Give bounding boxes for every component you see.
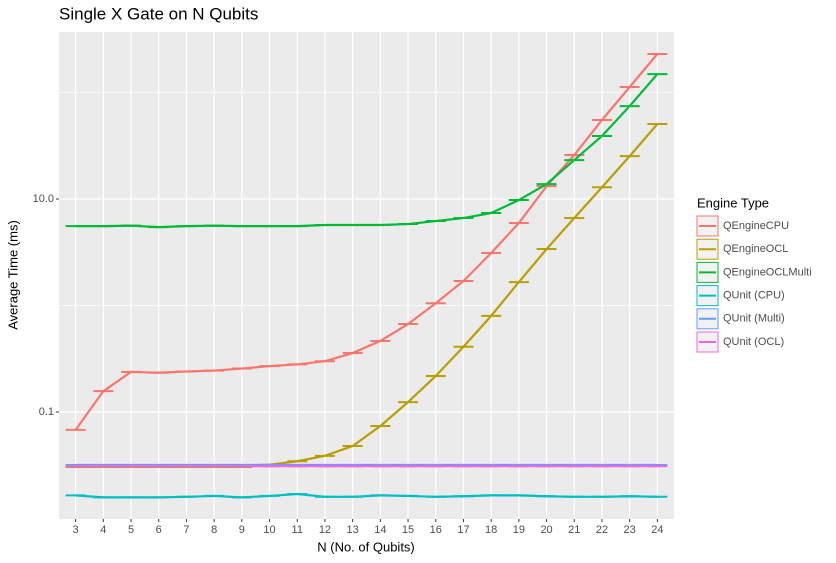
y-axis-label: Average Time (ms) (5, 220, 20, 330)
x-tick-label: 21 (568, 524, 580, 536)
series-line (74, 53, 659, 431)
x-tick-label: 8 (211, 524, 217, 536)
x-tick-label: 13 (347, 524, 359, 536)
y-tick-label: 10.0 (33, 193, 54, 205)
x-tick-label: 11 (292, 524, 303, 536)
x-tick-label: 14 (374, 524, 386, 536)
y-tick-label: 0.1 (39, 406, 54, 418)
x-tick-label: 3 (73, 524, 79, 536)
legend-label: QEngineCPU (723, 220, 789, 232)
legend-label: QEngineOCL (723, 243, 788, 255)
x-tick-label: 10 (263, 524, 275, 536)
x-tick-label: 9 (239, 524, 245, 536)
x-tick-label: 22 (596, 524, 608, 536)
x-tick-label: 7 (183, 524, 189, 536)
x-tick-label: 16 (430, 524, 442, 536)
legend-label: QUnit (OCL) (723, 336, 784, 348)
x-tick-label: 18 (485, 524, 497, 536)
x-axis-label: N (No. of Qubits) (317, 539, 415, 554)
legend-label: QUnit (CPU) (723, 290, 785, 302)
panel (59, 32, 674, 519)
chart-title: Single X Gate on N Qubits (59, 4, 258, 23)
x-tick-label: 12 (319, 524, 331, 536)
series-line (75, 492, 658, 499)
x-tick-label: 17 (457, 524, 469, 536)
x-tick-label: 5 (128, 524, 134, 536)
x-tick-label: 20 (540, 524, 552, 536)
legend-label: QUnit (Multi) (723, 313, 785, 325)
series-line (75, 73, 659, 229)
legend-title: Engine Type (697, 195, 769, 210)
x-tick-label: 24 (651, 524, 663, 536)
x-tick-label: 15 (402, 524, 414, 536)
legend-label: QEngineOCLMulti (723, 266, 812, 278)
x-tick-label: 6 (156, 524, 162, 536)
x-tick-label: 23 (624, 524, 636, 536)
x-tick-label: 4 (100, 524, 106, 536)
x-tick-label: 19 (513, 524, 525, 536)
